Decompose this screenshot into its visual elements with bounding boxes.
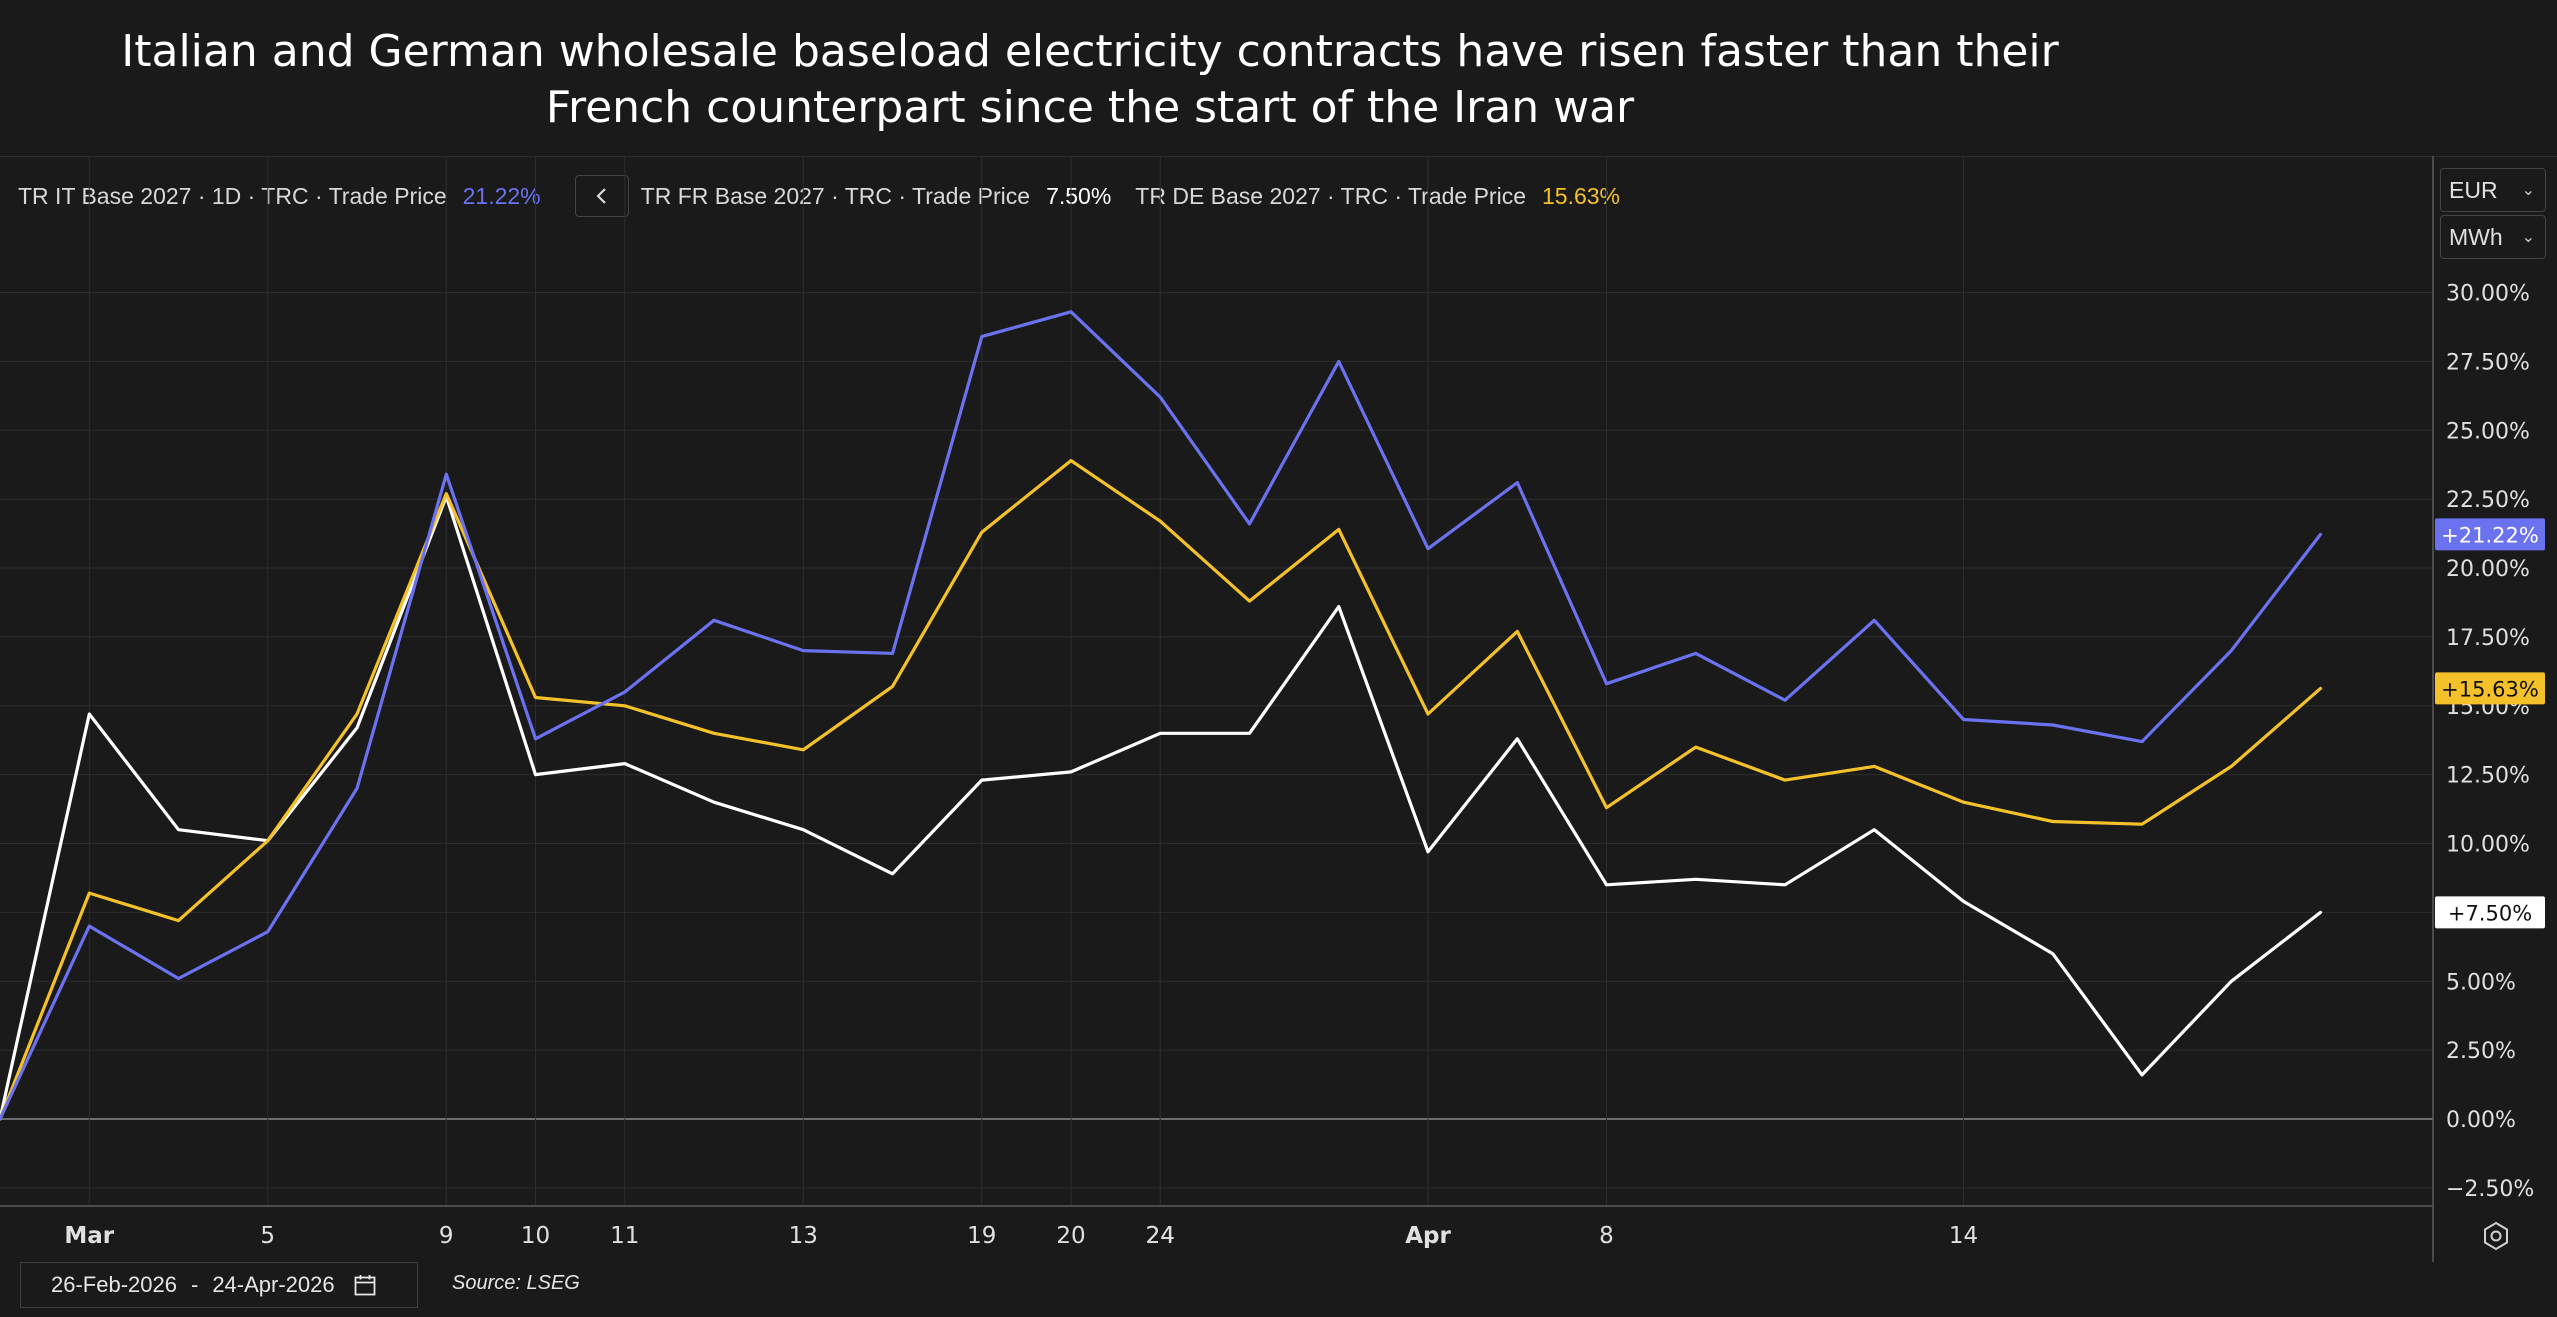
chart-title-line-2: French counterpart since the start of th… [545,82,1635,133]
unit-value: MWh [2449,223,2503,250]
legend-de-label[interactable]: TR DE Base 2027 · TRC · Trade Price [1135,182,1526,209]
legend-fr-value: 7.50% [1046,182,1112,209]
x-tick-label: 10 [521,1223,550,1249]
legend-it-value: 21.22% [462,182,541,209]
last-value-label: +15.63% [2441,677,2539,701]
header-divider [0,156,2557,157]
axes: 30.00%27.50%25.00%22.50%20.00%17.50%15.0… [0,156,2545,1262]
settings-icon [2484,1221,2508,1251]
series-line-0[interactable] [0,310,2323,1121]
chart-title: Italian and German wholesale baseload el… [0,24,2180,136]
grid [0,156,2433,1206]
x-tick-label: Apr [1405,1223,1451,1249]
unit-dropdown[interactable]: MWh ⌄ [2440,215,2546,259]
legend-de-value: 15.63% [1542,182,1621,209]
y-tick-label: 27.50% [2446,350,2530,375]
last-value-label: +7.50% [2448,901,2532,925]
y-tick-label: 5.00% [2446,970,2516,995]
y-tick-label: 22.50% [2446,488,2530,513]
y-tick-label: 2.50% [2446,1039,2516,1064]
last-value-badge [2435,672,2545,705]
currency-value: EUR [2449,176,2498,203]
x-tick-label: 9 [439,1223,454,1249]
x-tick-label: 5 [260,1223,275,1249]
y-tick-label: 25.00% [2446,419,2530,444]
y-tick-label: 30.00% [2446,282,2530,307]
last-value-label: +21.22% [2441,523,2539,547]
currency-dropdown[interactable]: EUR ⌄ [2440,168,2546,212]
date-from: 26-Feb-2026 [51,1272,177,1297]
x-tick-label: 14 [1949,1223,1978,1249]
collapse-legend-button[interactable] [574,175,629,217]
series-line-1[interactable] [0,494,2323,1121]
chevron-down-icon: ⌄ [2521,182,2535,199]
x-tick-label: 13 [789,1223,818,1249]
x-tick-label: 20 [1056,1223,1085,1249]
y-tick-label: 12.50% [2446,764,2530,789]
x-tick-label: 8 [1599,1223,1614,1249]
x-tick-label: Mar [64,1223,114,1249]
y-tick-label: 17.50% [2446,626,2530,651]
source-note: Source: LSEG [452,1272,580,1294]
legend-fr-label[interactable]: TR FR Base 2027 · TRC · Trade Price [640,182,1031,209]
y-tick-label: −2.50% [2446,1177,2534,1202]
series-line-2[interactable] [0,459,2323,1121]
chevron-down-icon: ⌄ [2521,229,2535,246]
last-value-badge [2435,518,2545,551]
series [0,310,2323,1121]
legend: TR IT Base 2027 · 1D · TRC · Trade Price… [18,172,1620,220]
x-tick-label: 11 [610,1223,639,1249]
y-tick-label: 10.00% [2446,833,2530,858]
x-tick-label: 24 [1146,1223,1175,1249]
date-to: 24-Apr-2026 [212,1272,335,1297]
calendar-icon [354,1275,376,1296]
y-tick-label: 20.00% [2446,557,2530,582]
chart-title-line-1: Italian and German wholesale baseload el… [121,26,2059,77]
chart-settings-button[interactable] [2476,1216,2516,1256]
x-tick-label: 24 [1146,1223,1175,1249]
date-range-picker[interactable]: 26-Feb-2026 - 24-Apr-2026 [20,1262,418,1308]
date-separator: - [190,1272,199,1297]
y-tick-label: 0.00% [2446,1108,2516,1133]
x-tick-label: 19 [967,1223,996,1249]
chevron-left-icon [596,188,606,204]
last-value-badge [2435,896,2545,929]
